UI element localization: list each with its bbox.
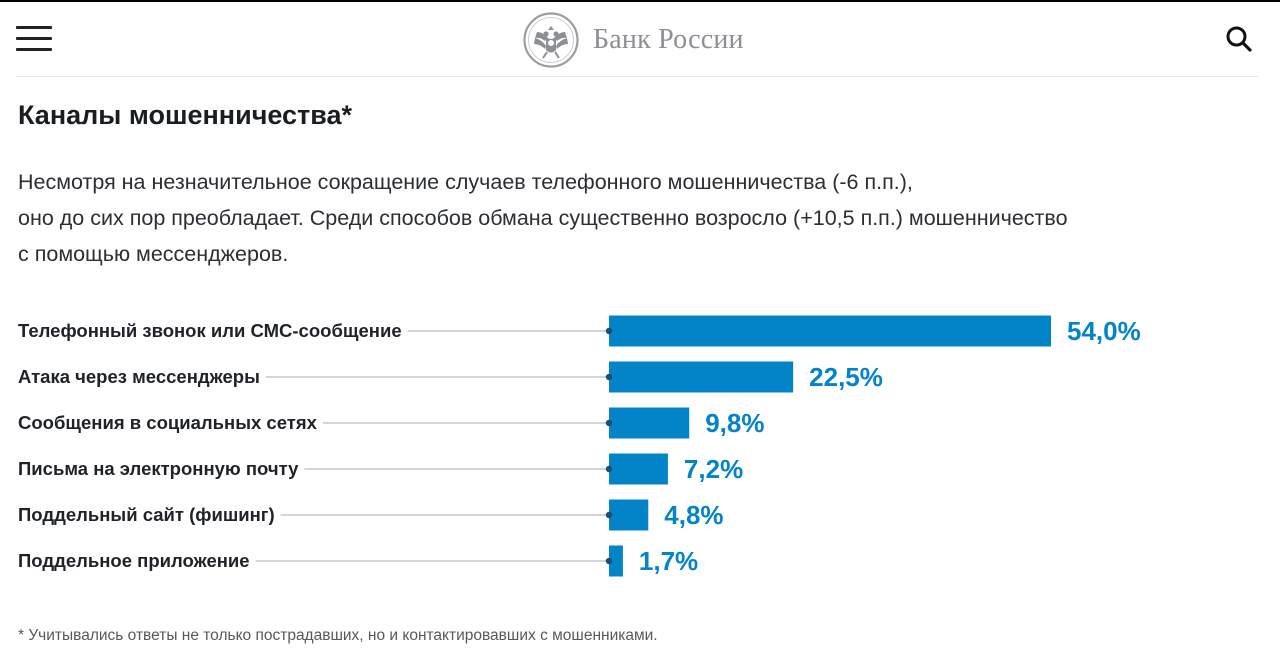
search-icon[interactable] bbox=[1224, 24, 1254, 54]
brand-name: Банк России bbox=[593, 24, 744, 55]
value-label: 4,8% bbox=[664, 500, 723, 530]
category-label: Атака через мессенджеры bbox=[18, 366, 260, 387]
site-header: Банк России bbox=[0, 2, 1280, 76]
lead-paragraph: Несмотря на незначительное сокращение сл… bbox=[18, 164, 1248, 272]
bar bbox=[609, 407, 690, 439]
value-label: 1,7% bbox=[639, 546, 698, 576]
leader-dot bbox=[605, 373, 613, 381]
bar bbox=[609, 499, 649, 531]
top-border bbox=[0, 0, 1280, 2]
bar bbox=[609, 361, 794, 393]
leader-dot bbox=[605, 557, 613, 565]
leader-dot bbox=[605, 419, 613, 427]
value-label: 22,5% bbox=[809, 362, 883, 392]
category-label: Поддельное приложение bbox=[18, 550, 250, 571]
leader-dot bbox=[605, 465, 613, 473]
fraud-channels-bar-chart: Телефонный звонок или СМС-сообщение 54,0%… bbox=[18, 315, 1141, 577]
bar bbox=[609, 453, 668, 485]
brand-logo-link[interactable]: Банк России bbox=[523, 10, 744, 70]
lead-line: Несмотря на незначительное сокращение сл… bbox=[18, 170, 913, 194]
footnote: * Учитывались ответы не только пострадав… bbox=[18, 627, 658, 644]
leader-dot bbox=[605, 511, 613, 519]
value-label: 54,0% bbox=[1067, 316, 1141, 346]
lead-line: оно до сих пор преобладает. Среди способ… bbox=[18, 206, 1068, 230]
double-headed-eagle-emblem-icon bbox=[523, 12, 579, 68]
lead-line: с помощью мессенджеров. bbox=[18, 242, 289, 266]
category-label: Телефонный звонок или СМС-сообщение bbox=[18, 320, 402, 341]
category-label: Поддельный сайт (фишинг) bbox=[18, 504, 275, 525]
header-divider bbox=[16, 76, 1258, 77]
value-label: 9,8% bbox=[705, 408, 764, 438]
category-label: Письма на электронную почту bbox=[18, 458, 299, 479]
hamburger-menu-icon[interactable] bbox=[16, 26, 52, 52]
bar bbox=[609, 545, 623, 577]
value-label: 7,2% bbox=[684, 454, 743, 484]
bar bbox=[609, 315, 1051, 347]
leader-dot bbox=[605, 327, 613, 335]
category-label: Сообщения в социальных сетях bbox=[18, 412, 318, 433]
section-title: Каналы мошенничества* bbox=[18, 100, 353, 130]
